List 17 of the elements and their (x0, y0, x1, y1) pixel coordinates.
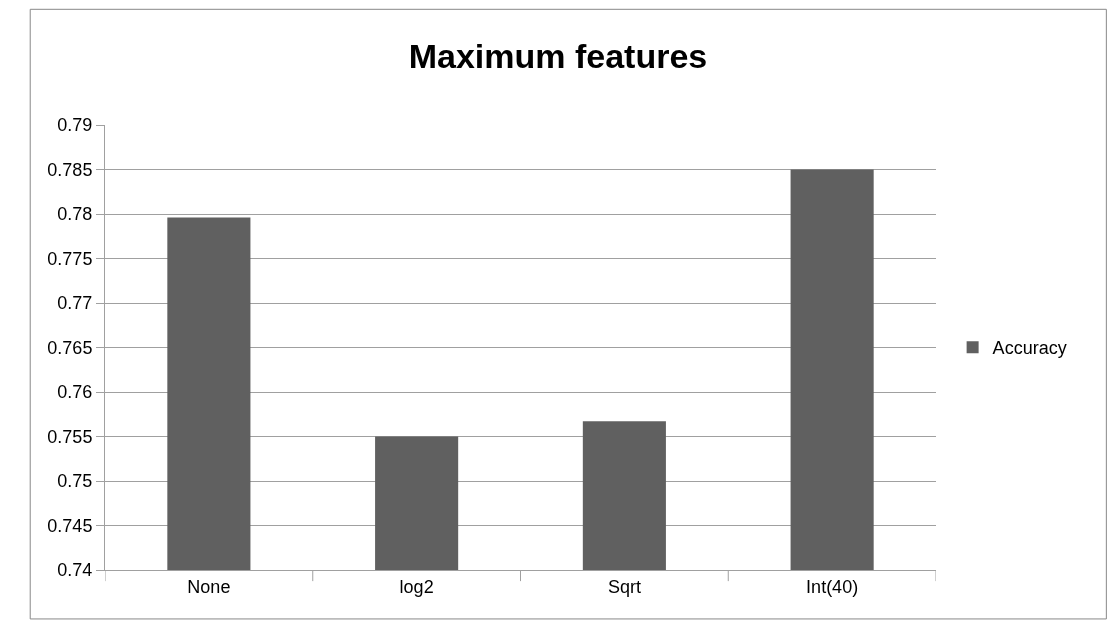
x-tick-label: None (187, 576, 231, 597)
x-tick-label: log2 (399, 576, 434, 597)
chart-title: Maximum features (408, 36, 708, 75)
y-tick-label: 0.79 (57, 115, 93, 136)
y-tick-label: 0.78 (57, 204, 93, 225)
y-tick-label: 0.76 (57, 382, 93, 403)
y-tick-label: 0.74 (57, 560, 93, 581)
legend-label: Accuracy (992, 338, 1067, 359)
y-tick-label: 0.745 (47, 515, 93, 536)
y-tick-label: 0.775 (47, 248, 93, 269)
y-tick-label: 0.765 (47, 337, 93, 358)
y-tick-label: 0.755 (47, 426, 93, 447)
y-tick-label: 0.785 (47, 159, 93, 180)
x-tick-label: Sqrt (607, 576, 641, 597)
y-tick-label: 0.77 (57, 293, 93, 314)
x-tick-label: Int(40) (806, 576, 859, 597)
y-tick-label: 0.75 (57, 471, 93, 492)
